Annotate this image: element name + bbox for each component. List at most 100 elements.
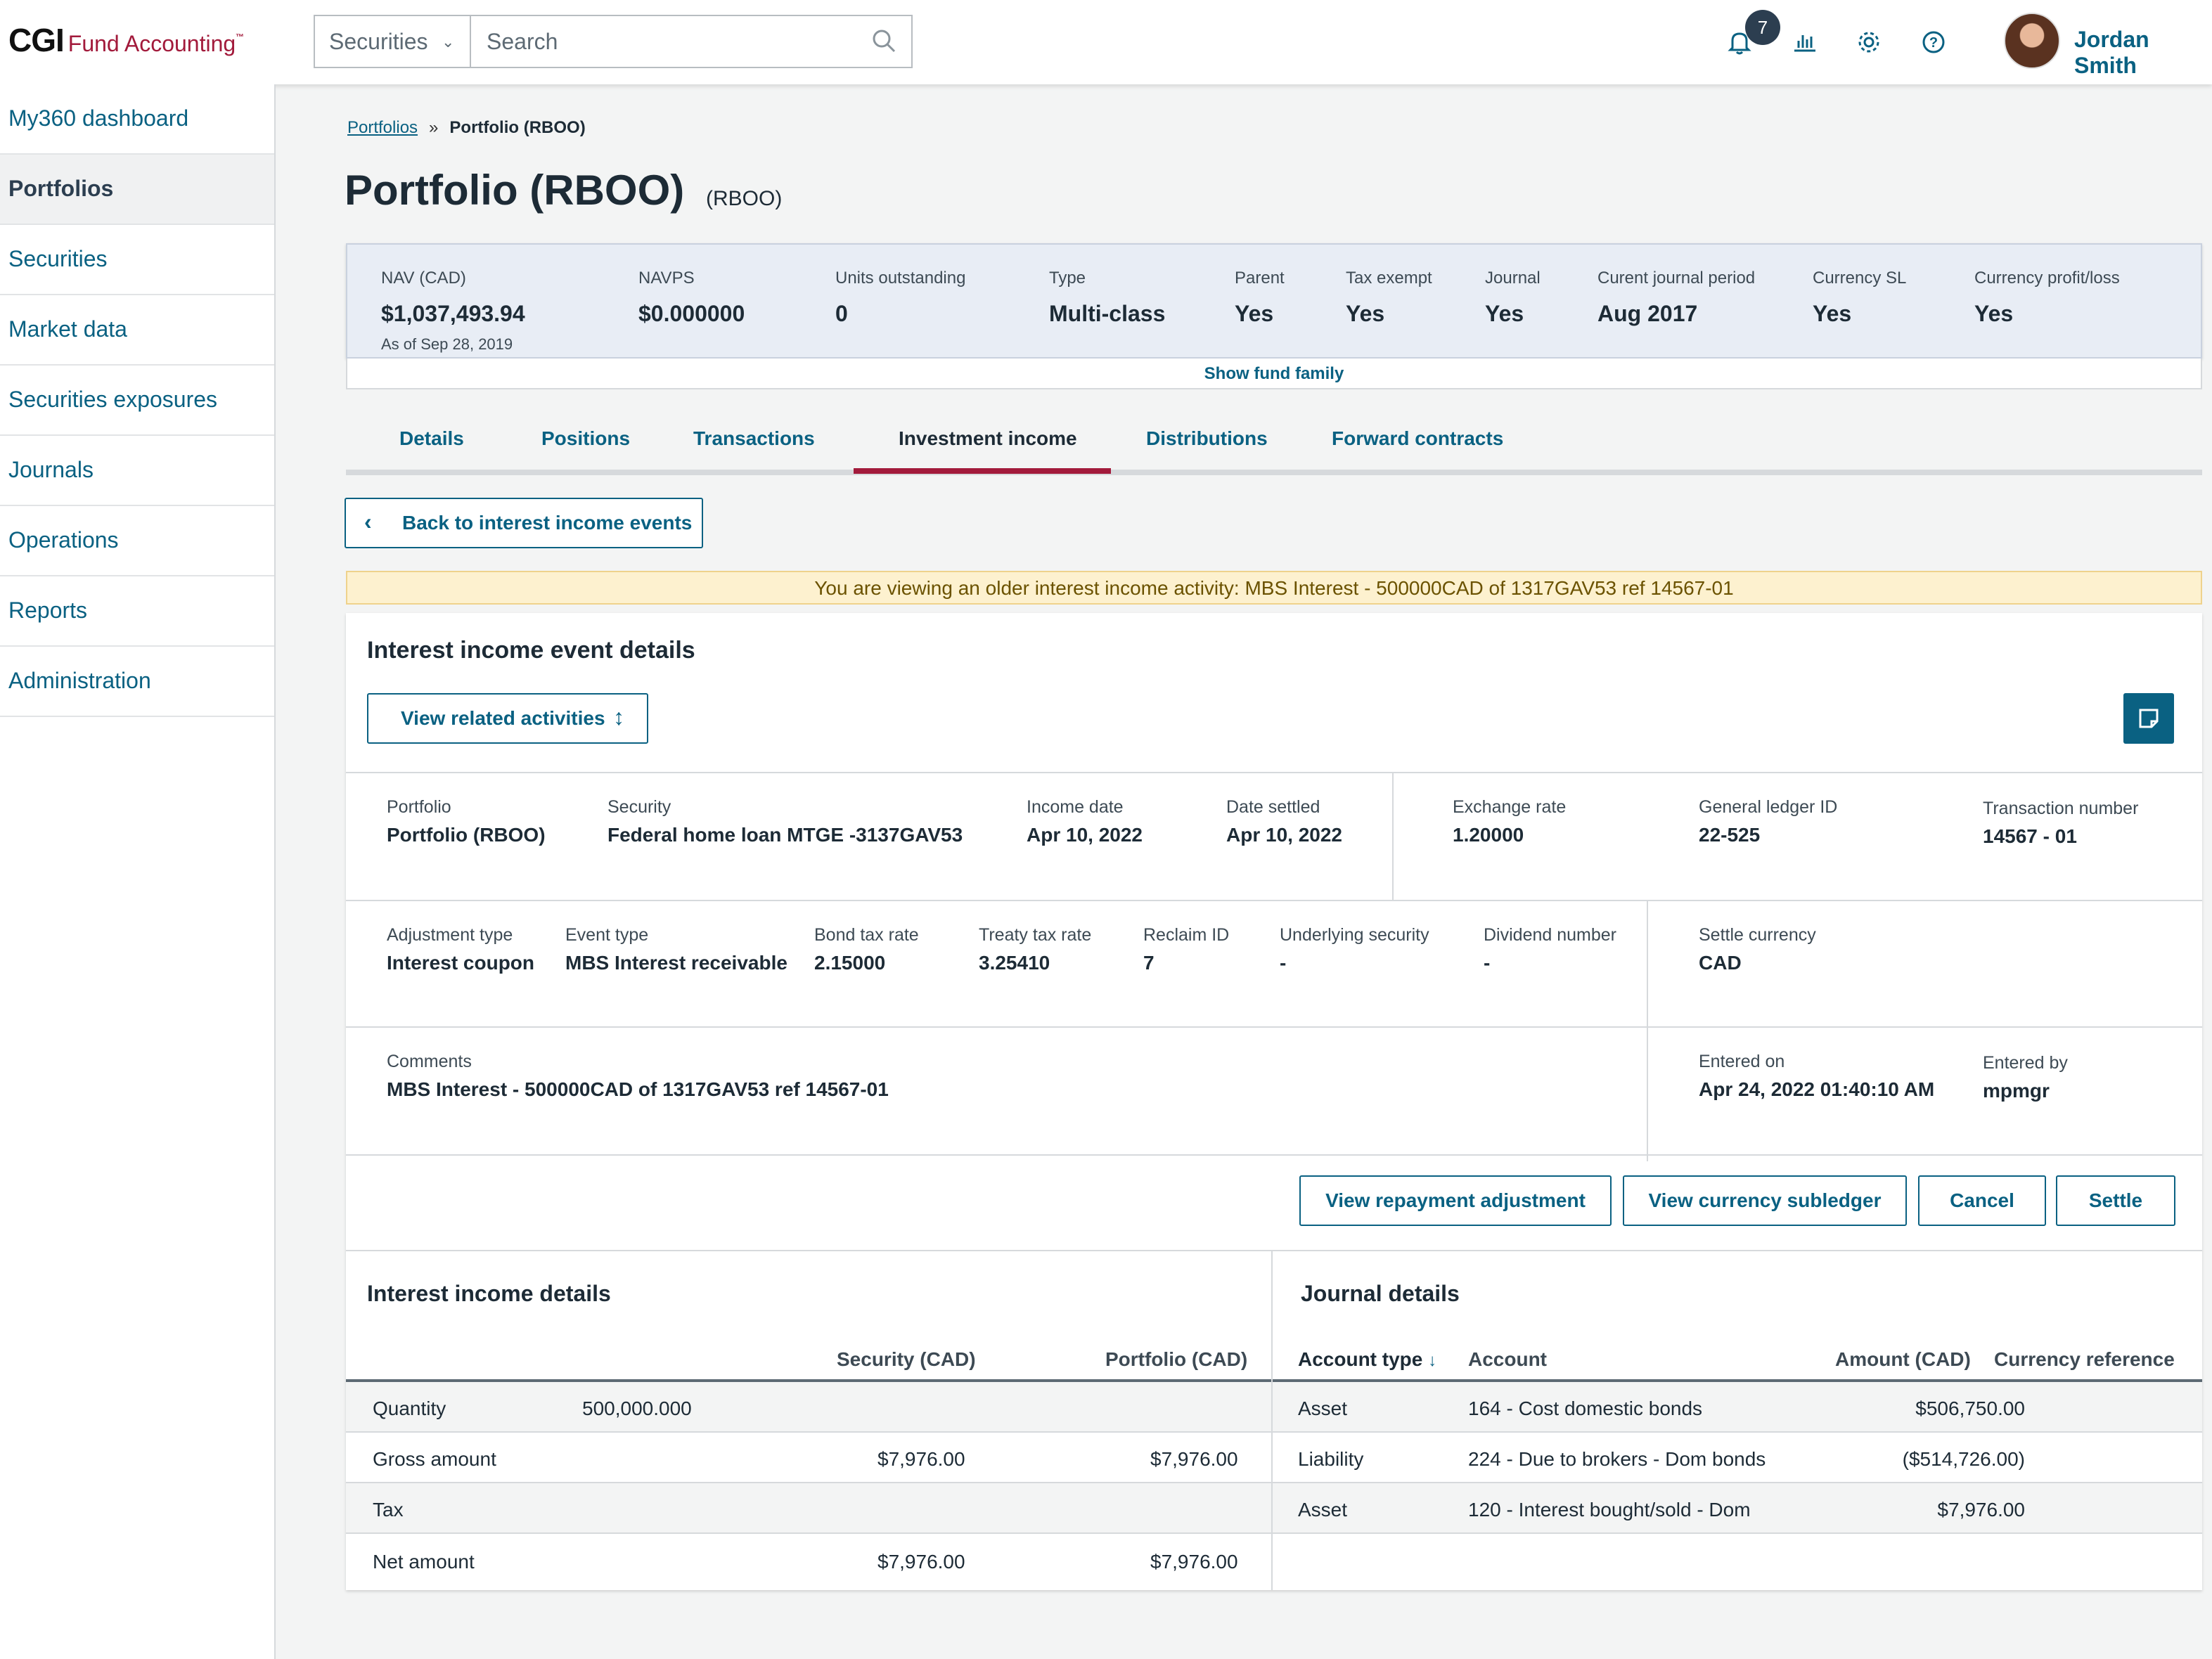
- page-title: Portfolio (RBOO): [345, 167, 685, 214]
- account-type: Asset: [1298, 1499, 1348, 1521]
- reclaim-id-label: Reclaim ID: [1143, 925, 1230, 945]
- chevron-down-icon: ⌄: [442, 33, 455, 51]
- search-scope-value: Securities: [329, 29, 428, 54]
- bell-icon[interactable]: [1724, 27, 1755, 58]
- cancel-button[interactable]: Cancel: [1918, 1175, 2046, 1226]
- nav-label: NAV (CAD): [381, 269, 466, 288]
- summary-tax-exempt: Tax exempt Yes: [1346, 269, 1432, 327]
- breadcrumb-portfolios-link[interactable]: Portfolios: [347, 118, 418, 137]
- avatar[interactable]: [2004, 13, 2060, 69]
- view-related-activities-button[interactable]: View related activities ↕: [367, 693, 648, 744]
- portfolio-tabs: Details Positions Transactions Investmen…: [346, 415, 2202, 475]
- help-icon[interactable]: ?: [1918, 27, 1949, 58]
- search-scope-select[interactable]: Securities ⌄: [315, 16, 471, 67]
- portfolio-code: (RBOO): [706, 187, 783, 210]
- search-input[interactable]: Search: [487, 29, 558, 54]
- table-header-rule: [1273, 1379, 2202, 1382]
- col-amount-cad: Amount (CAD): [1835, 1348, 1971, 1370]
- sidebar-item-market-data[interactable]: Market data: [0, 295, 274, 366]
- tab-distributions[interactable]: Distributions: [1146, 427, 1268, 449]
- security-value: Federal home loan MTGE -3137GAV53: [607, 824, 963, 846]
- security-label: Security: [607, 797, 671, 817]
- cgi-logo[interactable]: CGI Fund Accounting™: [8, 21, 244, 59]
- sidebar-item-securities-exposures[interactable]: Securities exposures: [0, 366, 274, 436]
- back-button[interactable]: ‹ Back to interest income events: [345, 498, 703, 548]
- type-label: Type: [1049, 269, 1086, 288]
- sidebar-item-journals[interactable]: Journals: [0, 436, 274, 506]
- general-ledger-value: 22-525: [1699, 824, 1761, 846]
- user-name[interactable]: Jordan Smith: [2074, 27, 2149, 78]
- col-account-type-label: Account type: [1298, 1348, 1423, 1370]
- breadcrumb: Portfolios » Portfolio (RBOO): [347, 118, 586, 138]
- trademark: ™: [236, 32, 244, 42]
- svg-text:?: ?: [1929, 35, 1938, 51]
- underlying-security-label: Underlying security: [1280, 925, 1429, 945]
- summary-journal-period: Curent journal period Aug 2017: [1597, 269, 1755, 327]
- units-label: Units outstanding: [835, 269, 966, 288]
- double-chevron-right-icon: »: [429, 118, 439, 137]
- parent-value: Yes: [1235, 301, 1274, 326]
- currency-pl-value: Yes: [1974, 301, 2014, 326]
- account: 120 - Interest bought/sold - Dom: [1468, 1499, 1751, 1521]
- show-fund-family-link[interactable]: Show fund family: [346, 359, 2202, 389]
- quantity-value: 500,000.000: [582, 1397, 692, 1419]
- active-tab-indicator: [854, 468, 1111, 474]
- search-icon[interactable]: [870, 27, 899, 56]
- sidebar-item-dashboard[interactable]: My360 dashboard: [0, 84, 274, 155]
- summary-units: Units outstanding 0: [835, 269, 965, 327]
- divider: [346, 772, 2202, 773]
- tab-positions[interactable]: Positions: [541, 427, 631, 449]
- exchange-rate-label: Exchange rate: [1453, 797, 1567, 817]
- period-label: Curent journal period: [1597, 269, 1756, 288]
- gear-icon[interactable]: [1853, 27, 1884, 58]
- sidebar-item-reports[interactable]: Reports: [0, 576, 274, 647]
- edit-note-button[interactable]: [2123, 693, 2174, 744]
- treaty-tax-rate-value: 3.25410: [979, 952, 1050, 974]
- view-currency-subledger-button[interactable]: View currency subledger: [1623, 1175, 1907, 1226]
- col-currency-reference: Currency reference: [1994, 1348, 2175, 1370]
- table-row: Tax: [346, 1483, 1271, 1534]
- top-header: CGI Fund Accounting™ Securities ⌄ Search …: [0, 0, 2212, 84]
- table-row: Asset 164 - Cost domestic bonds $506,750…: [1273, 1382, 2202, 1433]
- event-details-card: Interest income event details View relat…: [346, 613, 2202, 1590]
- col-portfolio-cad: Portfolio (CAD): [1105, 1348, 1248, 1370]
- sidebar-item-administration[interactable]: Administration: [0, 647, 274, 717]
- tax-exempt-value: Yes: [1346, 301, 1385, 326]
- summary-parent: Parent Yes: [1235, 269, 1285, 327]
- sidebar-item-securities[interactable]: Securities: [0, 225, 274, 295]
- entered-by-label: Entered by: [1983, 1053, 2068, 1073]
- settle-button[interactable]: Settle: [2056, 1175, 2175, 1226]
- parent-label: Parent: [1235, 269, 1285, 288]
- view-repayment-adjustment-button[interactable]: View repayment adjustment: [1299, 1175, 1612, 1226]
- product-name: Fund Accounting: [67, 31, 236, 56]
- portfolio-amount: $7,976.00: [1150, 1448, 1238, 1470]
- tab-details[interactable]: Details: [399, 427, 464, 449]
- amount: $7,976.00: [1937, 1499, 2025, 1521]
- account-type: Liability: [1298, 1448, 1364, 1470]
- income-date-value: Apr 10, 2022: [1027, 824, 1143, 846]
- tab-transactions[interactable]: Transactions: [693, 427, 815, 449]
- bond-tax-rate-value: 2.15000: [814, 952, 886, 974]
- tab-forward-contracts[interactable]: Forward contracts: [1332, 427, 1504, 449]
- sidebar-item-operations[interactable]: Operations: [0, 506, 274, 576]
- sidebar-item-portfolios[interactable]: Portfolios: [0, 155, 274, 225]
- nav-value: $1,037,493.94: [381, 301, 525, 326]
- currency-sl-value: Yes: [1813, 301, 1852, 326]
- adjustment-type-label: Adjustment type: [387, 925, 513, 945]
- notification-badge: 7: [1745, 10, 1780, 45]
- tab-investment-income[interactable]: Investment income: [899, 427, 1077, 449]
- nav-as-of: As of Sep 28, 2019: [381, 335, 513, 353]
- summary-nav: NAV (CAD) $1,037,493.94 As of Sep 28, 2019: [381, 269, 525, 354]
- older-activity-warning: You are viewing an older interest income…: [346, 571, 2202, 605]
- journal-label: Journal: [1485, 269, 1541, 288]
- row-label: Net amount: [373, 1551, 475, 1573]
- currency-pl-label: Currency profit/loss: [1974, 269, 2120, 288]
- col-account-type[interactable]: Account type ↓: [1298, 1348, 1436, 1371]
- adjustment-type-value: Interest coupon: [387, 952, 535, 974]
- chart-icon[interactable]: [1789, 27, 1820, 58]
- navps-label: NAVPS: [638, 269, 695, 288]
- logo-mark: CGI: [8, 22, 65, 58]
- portfolio-label: Portfolio: [387, 797, 451, 817]
- back-button-label: Back to interest income events: [402, 512, 693, 534]
- period-value: Aug 2017: [1597, 301, 1698, 326]
